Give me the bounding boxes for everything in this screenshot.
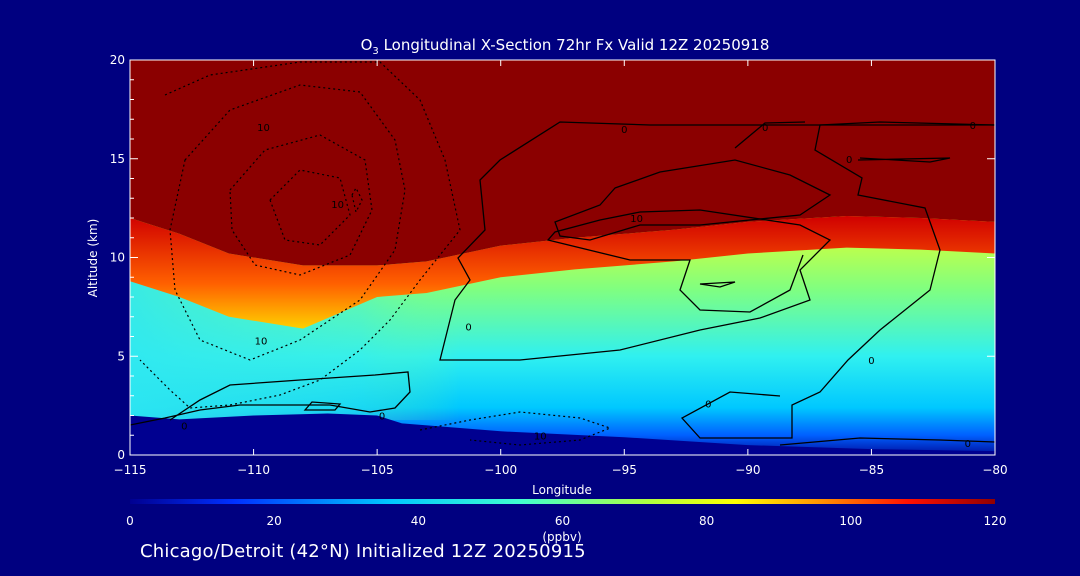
x-tick-label: −105 — [361, 463, 394, 477]
contour-label: 10 — [257, 123, 270, 134]
contour-negative-core — [351, 186, 363, 214]
x-tick-label: −115 — [114, 463, 147, 477]
contour-negative-surface — [419, 411, 612, 446]
colorbar — [130, 499, 995, 504]
contour-solid-smalloval — [699, 281, 736, 288]
x-tick-label: −80 — [982, 463, 1007, 477]
colorbar-tick-label: 20 — [267, 514, 282, 528]
x-axis: −115 −110 −105 −100 −95 −90 −85 −80 — [114, 60, 1008, 477]
y-tick-label: 5 — [117, 349, 125, 363]
contour-label: 10 — [534, 431, 547, 442]
contour-label: 0 — [181, 421, 187, 432]
contour-solid-eastcap — [734, 121, 806, 149]
x-tick-label: −110 — [237, 463, 270, 477]
contour-solid-eastdip — [857, 157, 951, 163]
x-axis-label: Longitude — [532, 483, 592, 497]
initialization-caption: Chicago/Detroit (42°N) Initialized 12Z 2… — [140, 541, 586, 562]
colorbar-tick-label: 0 — [126, 514, 134, 528]
chart-title: O3 Longitudinal X-Section 72hr Fx Valid … — [361, 36, 770, 57]
contours — [130, 121, 995, 446]
x-tick-label: −100 — [484, 463, 517, 477]
contour-label: 0 — [621, 125, 627, 136]
contour-labels: 10 10 10 10 10 0 0 0 0 0 0 0 0 0 0 — [181, 121, 976, 450]
contour-negative-inner3 — [269, 169, 351, 246]
contour-label: 10 — [255, 336, 268, 347]
contour-negative-inner2 — [229, 134, 373, 276]
colorbar-tick-label: 120 — [984, 514, 1007, 528]
dotted-contours — [139, 61, 612, 446]
x-tick-label: −95 — [612, 463, 637, 477]
contour-negative-inner1 — [169, 84, 406, 361]
contour-solid-surface — [130, 371, 411, 426]
contour-label: 10 — [331, 200, 344, 211]
ozone-field — [130, 60, 995, 455]
colorbar-ticks: 0 20 40 60 80 100 120 — [126, 514, 1006, 528]
terrain-surface — [130, 413, 995, 455]
y-tick-label: 15 — [110, 152, 125, 166]
colorbar-unit-label: (ppbv) — [542, 530, 581, 544]
contour-label: 0 — [965, 439, 971, 450]
y-tick-label: 20 — [110, 53, 125, 67]
contour-negative-outer — [139, 61, 461, 409]
contour-solid-ridge — [554, 159, 832, 241]
x-tick-label: −90 — [735, 463, 760, 477]
colorbar-tick-label: 40 — [411, 514, 426, 528]
y-tick-label: 10 — [110, 251, 125, 265]
contour-label: 0 — [379, 412, 385, 423]
colorbar-tick-label: 80 — [699, 514, 714, 528]
contour-label: 0 — [762, 123, 768, 134]
tropopause-band — [130, 216, 995, 329]
contour-solid-upper — [680, 121, 995, 439]
contour-label: 0 — [465, 323, 471, 334]
y-axis-label: Altitude (km) — [86, 219, 100, 298]
colorbar-tick-label: 100 — [839, 514, 862, 528]
contour-label: 0 — [868, 356, 874, 367]
contour-label: 0 — [705, 400, 711, 411]
contour-label: 0 — [970, 121, 976, 132]
x-tick-label: −85 — [859, 463, 884, 477]
contour-label: 10 — [630, 214, 643, 225]
contour-solid-bump — [303, 401, 342, 411]
contour-label: 0 — [846, 155, 852, 166]
contour-solid-bottom — [779, 437, 995, 446]
y-axis: 0 5 10 15 20 — [110, 53, 995, 462]
stratosphere-region — [130, 60, 995, 266]
y-tick-label: 0 — [117, 448, 125, 462]
colorbar-tick-label: 60 — [555, 514, 570, 528]
contour-solid-main — [439, 121, 995, 361]
